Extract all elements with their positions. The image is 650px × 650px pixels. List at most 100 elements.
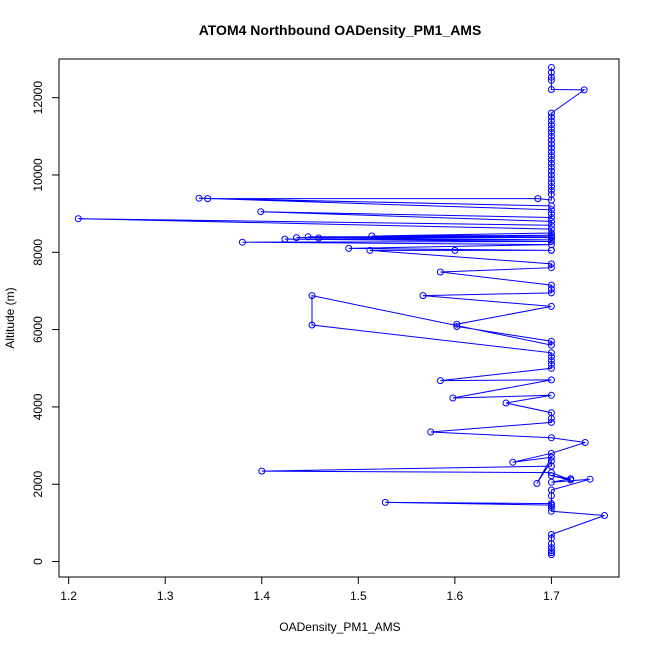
x-tick-label: 1.7 [543, 589, 560, 603]
data-point [547, 64, 555, 71]
data-point [419, 292, 427, 300]
data-point [547, 549, 555, 557]
data-point [547, 190, 555, 198]
data-point [547, 136, 555, 144]
x-tick-label: 1.5 [350, 589, 367, 603]
data-point [547, 376, 555, 384]
data-point [547, 486, 555, 494]
y-tick-label: 10000 [31, 158, 45, 192]
data-point [547, 156, 555, 163]
x-tick-label: 1.2 [60, 589, 77, 603]
data-point [547, 221, 555, 229]
data-point [238, 238, 246, 246]
data-point [547, 544, 555, 552]
data-point [308, 321, 316, 329]
data-point [547, 241, 555, 249]
data-point [258, 467, 266, 475]
data-point [547, 449, 555, 457]
x-tick-label: 1.4 [253, 589, 270, 603]
data-point [345, 244, 353, 252]
data-point [74, 215, 82, 223]
data-point [533, 480, 541, 487]
data-point [547, 360, 555, 368]
data-point [547, 144, 555, 152]
data-point [547, 214, 555, 221]
data-point [547, 551, 555, 559]
data-point [547, 109, 555, 117]
data-point [547, 183, 555, 191]
data-point [547, 453, 555, 461]
data-point [547, 132, 555, 140]
data-point [601, 512, 608, 519]
data-point [547, 357, 555, 364]
data-point [547, 472, 555, 480]
x-tick-label: 1.6 [447, 589, 464, 603]
data-point [547, 391, 555, 399]
data-point [547, 217, 555, 225]
data-point [547, 86, 555, 93]
data-point [547, 171, 555, 179]
y-axis: 0 2000 4000 6000 8000 10000 12000 [31, 81, 60, 565]
data-point [451, 246, 459, 254]
data-point [368, 232, 376, 240]
data-point [436, 377, 444, 385]
data-point [547, 534, 555, 542]
data-point [547, 179, 555, 187]
data-point [547, 503, 555, 511]
data-point [547, 285, 555, 293]
data-point [547, 364, 555, 372]
y-tick-label: 4000 [31, 393, 45, 420]
data-point [315, 234, 323, 242]
data-point [534, 195, 542, 203]
y-tick-label: 0 [31, 558, 45, 565]
data-point [547, 175, 555, 183]
data-point [502, 399, 510, 407]
data-point [547, 73, 555, 81]
data-point [547, 163, 555, 171]
data-point [547, 152, 555, 160]
series-line [78, 67, 605, 555]
y-axis-label: Altitude (m) [3, 287, 17, 348]
data-point [195, 194, 203, 202]
data-point [453, 320, 461, 328]
data-point [547, 148, 555, 156]
data-point [547, 302, 555, 310]
data-point [547, 125, 555, 133]
data-point [509, 458, 517, 466]
data-point [547, 353, 555, 361]
data-point [427, 428, 435, 436]
data-point [257, 208, 265, 216]
x-tick-label: 1.3 [157, 589, 174, 603]
data-point [293, 234, 300, 242]
data-point [547, 260, 555, 268]
data-point [308, 292, 316, 300]
data-point [449, 394, 457, 402]
data-point [436, 268, 444, 276]
y-tick-label: 2000 [31, 471, 45, 498]
data-point [547, 140, 555, 148]
data-point [204, 195, 212, 203]
data-point [547, 167, 555, 175]
data-point [547, 281, 555, 289]
data-point [547, 210, 555, 218]
series-points [74, 64, 608, 559]
data-point [547, 76, 555, 84]
data-point [567, 476, 575, 484]
plot-frame [58, 58, 620, 578]
data-point [547, 434, 555, 442]
data-point [547, 457, 555, 465]
data-point [547, 531, 555, 538]
data-point [547, 206, 555, 214]
data-point [547, 547, 555, 555]
x-axis: 1.2 1.3 1.4 1.5 1.6 1.7 [60, 576, 560, 603]
data-point [547, 229, 555, 237]
y-tick-label: 6000 [31, 316, 45, 343]
data-point [281, 235, 289, 243]
data-point [581, 439, 589, 446]
data-point [547, 69, 555, 76]
y-tick-label: 8000 [31, 239, 45, 266]
data-point [547, 501, 555, 509]
data-point [547, 462, 555, 470]
chart-title: ATOM4 Northbound OADensity_PM1_AMS [199, 22, 482, 38]
